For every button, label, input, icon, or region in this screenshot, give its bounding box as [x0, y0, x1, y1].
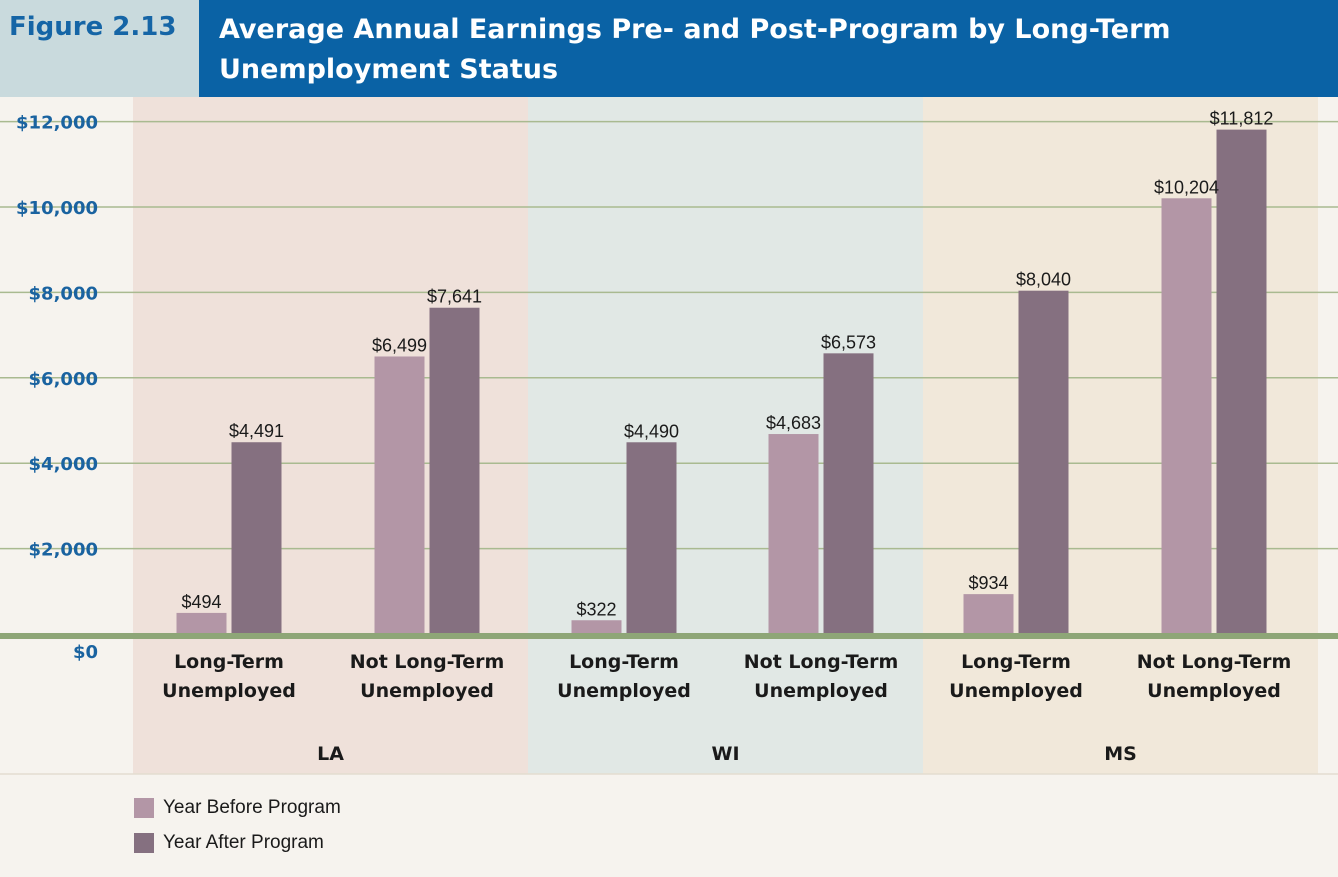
category-label-4-line1: Long-Term: [961, 651, 1071, 673]
data-label-after-5: $11,812: [1210, 109, 1274, 129]
data-label-after-0: $4,491: [229, 421, 284, 441]
bar-before-3: [768, 434, 819, 634]
chart-legend: Year Before Program Year After Program: [134, 790, 341, 860]
data-label-before-3: $4,683: [766, 413, 821, 433]
y-tick-label-6000: $6,000: [29, 369, 98, 390]
category-label-0-line2: Unemployed: [162, 680, 296, 702]
bar-chart: $0 $2,000 $4,000 $6,000 $8,000 $10,000 $12,000…: [0, 97, 1338, 775]
data-label-before-0: $494: [181, 592, 221, 612]
data-label-before-2: $322: [576, 599, 616, 619]
category-label-2-line2: Unemployed: [557, 680, 691, 702]
data-label-after-2: $4,490: [624, 421, 679, 441]
legend-item-after: Year After Program: [134, 825, 341, 860]
data-label-before-4: $934: [968, 573, 1008, 593]
bar-before-5: [1161, 198, 1212, 635]
category-label-5-line1: Not Long-Term: [1137, 651, 1292, 673]
bar-before-4: [963, 594, 1014, 634]
category-label-1-line1: Not Long-Term: [350, 651, 505, 673]
group-label-la: LA: [317, 743, 344, 765]
figure-label-box: Figure 2.13: [0, 0, 199, 97]
y-tick-label-12000: $12,000: [16, 113, 98, 134]
category-label-4-line2: Unemployed: [949, 680, 1083, 702]
bar-before-0: [176, 612, 227, 634]
category-label-0-line1: Long-Term: [174, 651, 284, 673]
bar-before-1: [374, 356, 425, 634]
data-label-after-3: $6,573: [821, 332, 876, 352]
bar-after-3: [823, 353, 874, 634]
data-label-before-1: $6,499: [372, 335, 427, 355]
category-label-2-line1: Long-Term: [569, 651, 679, 673]
group-label-wi: WI: [711, 743, 739, 765]
bar-before-2: [571, 620, 622, 634]
legend-swatch-before: [134, 797, 154, 818]
category-label-1-line2: Unemployed: [360, 680, 494, 702]
group-label-ms: MS: [1104, 743, 1137, 765]
figure-label: Figure 2.13: [9, 12, 177, 42]
figure-header: Figure 2.13 Average Annual Earnings Pre-…: [0, 0, 1338, 97]
y-tick-label-4000: $4,000: [29, 454, 98, 475]
bar-after-1: [429, 307, 480, 634]
bar-after-5: [1216, 129, 1267, 634]
figure-title: Average Annual Earnings Pre- and Post-Pr…: [219, 14, 1171, 85]
bar-after-2: [626, 442, 677, 634]
legend-label-before: Year Before Program: [163, 796, 341, 818]
y-tick-label-10000: $10,000: [16, 198, 98, 219]
data-label-after-4: $8,040: [1016, 270, 1071, 290]
y-tick-label-0: $0: [73, 642, 98, 663]
x-axis-baseline: [0, 633, 1338, 639]
category-label-3-line2: Unemployed: [754, 680, 888, 702]
category-label-5-line2: Unemployed: [1147, 680, 1281, 702]
legend-label-after: Year After Program: [163, 831, 324, 853]
data-label-before-5: $10,204: [1154, 177, 1219, 197]
bar-after-4: [1018, 290, 1069, 634]
figure-title-box: Average Annual Earnings Pre- and Post-Pr…: [199, 0, 1338, 97]
category-label-3-line1: Not Long-Term: [744, 651, 899, 673]
y-tick-label-2000: $2,000: [29, 540, 98, 561]
bar-after-0: [231, 442, 282, 634]
legend-swatch-after: [134, 832, 154, 853]
legend-item-before: Year Before Program: [134, 790, 341, 825]
y-tick-label-8000: $8,000: [29, 283, 98, 304]
data-label-after-1: $7,641: [427, 287, 482, 307]
